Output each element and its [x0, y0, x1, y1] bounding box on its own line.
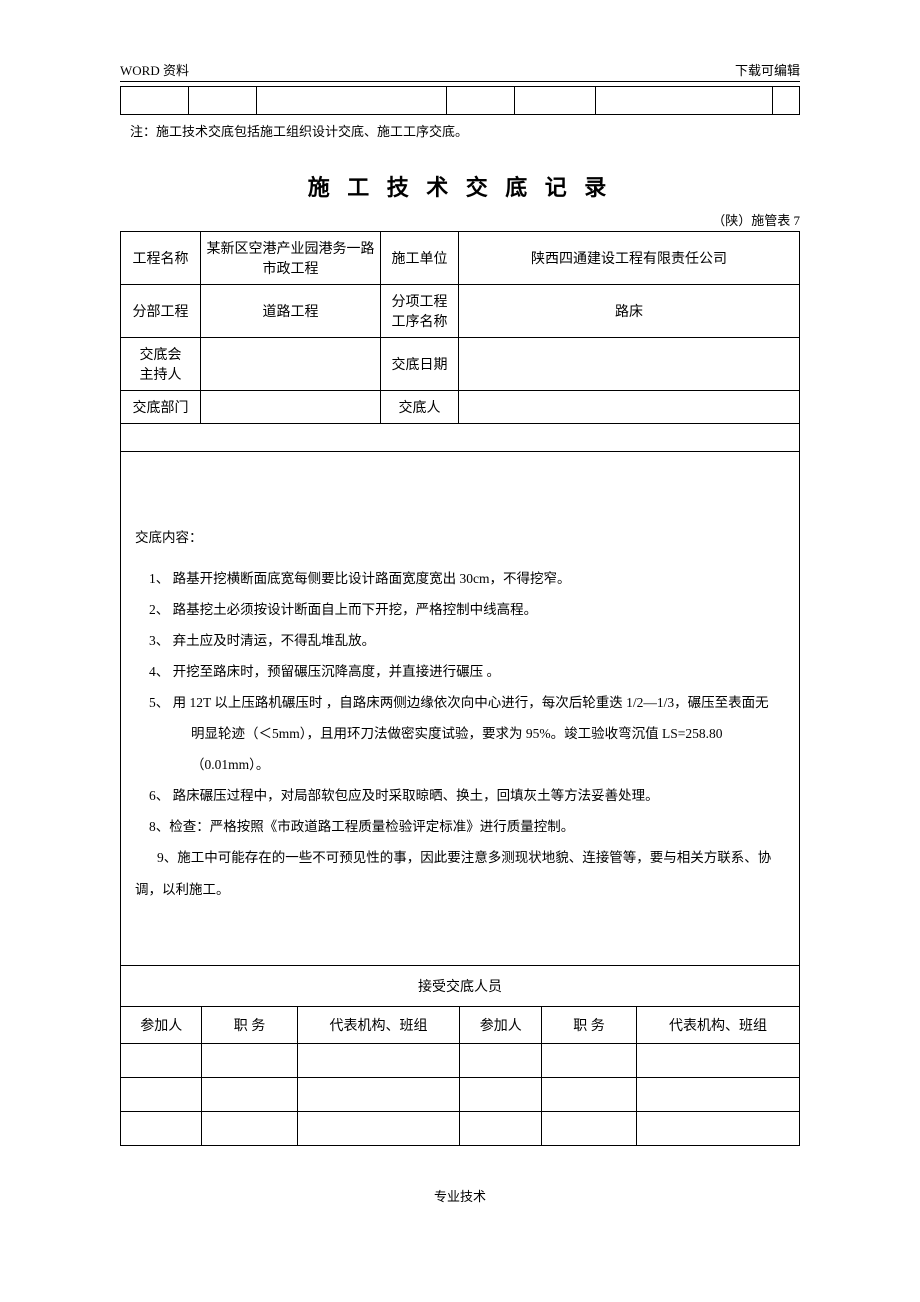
label-subproject: 分部工程: [121, 285, 201, 338]
col-participant-1: 参加人: [121, 1007, 202, 1044]
content-heading: 交底内容：: [135, 522, 785, 553]
label-subitem: 分项工程 工序名称: [381, 285, 459, 338]
content-item-2: 2、 路基挖土必须按设计断面自上而下开挖，严格控制中线高程。: [135, 594, 785, 625]
value-handover-date: [459, 338, 800, 391]
top-empty-table: [120, 86, 800, 115]
label-project-name: 工程名称: [121, 232, 201, 285]
table-row: [121, 1111, 800, 1145]
content-item-9b: 调，以利施工。: [135, 874, 785, 905]
receiver-table: 参加人 职 务 代表机构、班组 参加人 职 务 代表机构、班组: [120, 1007, 800, 1146]
page-header: WORD 资料 下载可编辑: [120, 60, 800, 82]
page-footer: 专业技术: [120, 1186, 800, 1205]
value-department: [201, 391, 381, 424]
header-left: WORD 资料: [120, 60, 189, 79]
col-org-1: 代表机构、班组: [297, 1007, 460, 1044]
table-row: [121, 1043, 800, 1077]
label-handover-person: 交底人: [381, 391, 459, 424]
content-item-6: 6、 路床碾压过程中，对局部软包应及时采取晾晒、换土，回填灰土等方法妥善处理。: [135, 780, 785, 811]
empty-row: [121, 424, 800, 452]
value-construction-unit: 陕西四通建设工程有限责任公司: [459, 232, 800, 285]
col-org-2: 代表机构、班组: [636, 1007, 799, 1044]
content-item-3: 3、 弃土应及时清运，不得乱堆乱放。: [135, 625, 785, 656]
value-subitem: 路床: [459, 285, 800, 338]
content-box: 交底内容： 1、 路基开挖横断面底宽每侧要比设计路面宽度宽出 30cm，不得挖窄…: [120, 452, 800, 966]
value-handover-person: [459, 391, 800, 424]
content-item-1: 1、 路基开挖横断面底宽每侧要比设计路面宽度宽出 30cm，不得挖窄。: [135, 563, 785, 594]
label-handover-date: 交底日期: [381, 338, 459, 391]
value-project-name: 某新区空港产业园港务一路市政工程: [201, 232, 381, 285]
content-item-8: 8、检查：严格按照《市政道路工程质量检验评定标准》进行质量控制。: [135, 811, 785, 842]
label-department: 交底部门: [121, 391, 201, 424]
content-item-9: 9、施工中可能存在的一些不可预见性的事，因此要注意多测现状地貌、连接管等，要与相…: [135, 842, 785, 873]
col-position-1: 职 务: [202, 1007, 297, 1044]
content-item-5b: 明显轮迹（＜5mm），且用环刀法做密实度试验，要求为 95%。竣工验收弯沉值 L…: [135, 718, 785, 780]
table-row: [121, 1077, 800, 1111]
col-participant-2: 参加人: [460, 1007, 541, 1044]
label-construction-unit: 施工单位: [381, 232, 459, 285]
header-right: 下载可编辑: [735, 60, 800, 79]
content-item-4: 4、 开挖至路床时，预留碾压沉降高度，并直接进行碾压 。: [135, 656, 785, 687]
value-meeting-host: [201, 338, 381, 391]
content-item-5: 5、 用 12T 以上压路机碾压时 ，自路床两侧边缘依次向中心进行，每次后轮重迭…: [135, 687, 785, 718]
label-meeting-host: 交底会 主持人: [121, 338, 201, 391]
form-id: （陕）施管表 7: [120, 210, 800, 229]
receiver-header: 接受交底人员: [120, 966, 800, 1007]
note-text: 注：施工技术交底包括施工组织设计交底、施工工序交底。: [120, 121, 800, 140]
col-position-2: 职 务: [541, 1007, 636, 1044]
document-title: 施 工 技 术 交 底 记 录: [120, 170, 800, 202]
info-table: 工程名称 某新区空港产业园港务一路市政工程 施工单位 陕西四通建设工程有限责任公…: [120, 231, 800, 452]
value-subproject: 道路工程: [201, 285, 381, 338]
